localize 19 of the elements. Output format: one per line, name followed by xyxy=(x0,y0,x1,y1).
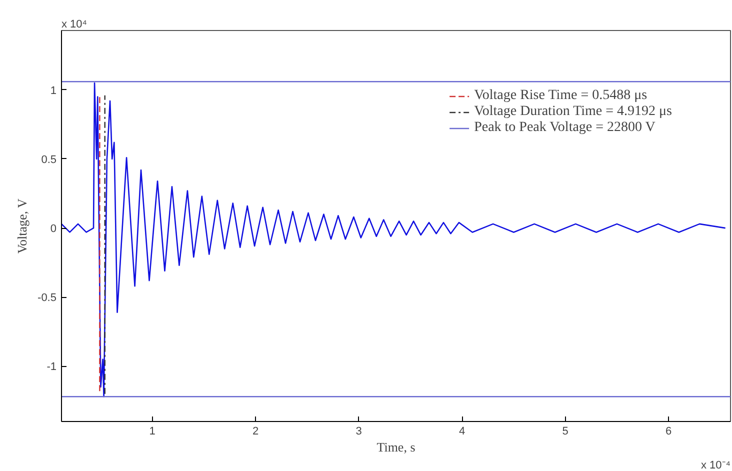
x-tick-label: 6 xyxy=(665,426,672,438)
x-tick-label: 1 xyxy=(149,426,156,438)
y-tick-label: 1 xyxy=(50,84,57,97)
line-series xyxy=(62,82,726,398)
legend-label: Voltage Rise Time = 0.5488 μs xyxy=(474,88,648,104)
y-tick-label: -1 xyxy=(46,361,56,374)
annotation: x 10⁴ xyxy=(62,18,88,30)
x-tick-label: 4 xyxy=(459,426,466,438)
legend-label: Peak to Peak Voltage = 22800 V xyxy=(474,120,656,136)
y-axis-title: Voltage, V xyxy=(14,198,30,254)
y-tick-label: -0.5 xyxy=(38,292,57,304)
y-tick-label: 0.5 xyxy=(41,154,57,166)
x-tick-label: 5 xyxy=(562,426,568,438)
y-tick-label: 0 xyxy=(50,223,57,236)
legend-label: Voltage Duration Time = 4.9192 μs xyxy=(474,104,672,120)
x-tick-label: 2 xyxy=(252,426,259,438)
x-axis-title: Time, s xyxy=(376,440,416,454)
x-tick-label: 3 xyxy=(356,426,362,438)
text: x 10⁻⁴ xyxy=(700,460,731,471)
